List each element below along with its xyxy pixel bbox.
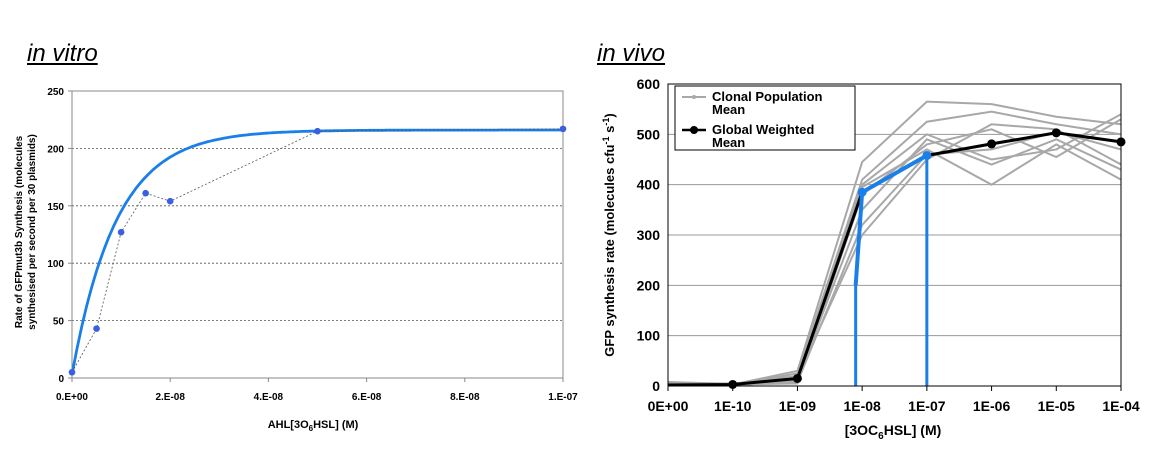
legend-clonal-marker [692,95,696,99]
in-vivo-title: in vivo [597,40,666,67]
right-y-tick-label: 400 [637,177,661,193]
in-vivo-chart: 0E+00 1E-10 1E-09 1E-08 1E-07 1E-06 1E-05 1E-04… [601,76,1140,442]
left-data-point [142,189,149,197]
right-y-tick-label: 100 [637,328,661,344]
right-y-tick-label: 0 [652,378,660,394]
left-y-tick-label: 100 [47,259,64,270]
left-x-axis-label: AHL[3O6HSL] (M) [268,419,359,433]
global-mean-series [667,128,1126,389]
left-y-tick-label: 0 [58,374,64,385]
in-vitro-title: in vitro [27,40,98,67]
global-mean-marker [987,139,997,149]
right-x-axis-label: [3OC6HSL] (M) [845,422,942,442]
legend-clonal-label-2: Mean [712,102,745,117]
left-y-tick-label: 250 [47,87,64,98]
clonal-line [667,123,1122,385]
left-data-connector [71,128,564,373]
right-x-tick-label: 1E-07 [908,398,946,414]
legend-clonal-label-1: Clonal Population [712,89,823,104]
legend-global-marker [690,126,698,134]
left-x-tick-label: 2.E-08 [155,392,185,403]
left-y-tick-label: 200 [47,144,64,155]
left-x-tick-label: 6.E-08 [352,392,382,403]
left-data-point [166,197,174,205]
right-x-tick-label: 1E-08 [843,398,881,414]
global-mean-marker [792,373,802,383]
right-plot-frame [667,83,1122,387]
right-x-tick-label: 1E-09 [779,398,817,414]
right-y-axis-label: GFP synthesis rate (molecules cfu-1 s-1) [601,113,617,356]
left-x-tick-labels: 0.E+00 2.E-08 4.E-08 6.E-08 8.E-08 1.E-07 [56,378,578,403]
left-y-axis-label-line1: Rate of GFPmut3b Synthesis (molecules [14,135,25,328]
left-x-tick-label: 8.E-08 [450,392,480,403]
threshold-lines [854,155,929,386]
left-plot-frame [71,90,564,379]
global-mean-marker [1051,128,1061,138]
right-y-tick-label: 300 [637,227,661,243]
left-series [68,125,567,376]
left-data-point [314,127,321,135]
left-fitted-curve [70,128,563,375]
right-x-tick-label: 1E-05 [1038,398,1076,414]
right-y-tick-label: 600 [637,76,661,92]
left-y-tick-labels: 0 50 100 150 200 250 [47,87,72,385]
left-data-point [68,368,76,376]
legend-global-label-1: Global Weighted [712,122,814,137]
left-y-tick-label: 50 [53,317,65,328]
right-y-tick-label: 500 [637,126,661,142]
clonal-line [667,143,1122,387]
left-x-tick-label: 4.E-08 [254,392,284,403]
right-y-tick-label: 200 [637,277,661,293]
in-vitro-chart: 0.E+00 2.E-08 4.E-08 6.E-08 8.E-08 1.E-07 0 50… [14,87,578,433]
left-gridlines [72,147,563,322]
right-x-tick-labels: 0E+00 1E-10 1E-09 1E-08 1E-07 1E-06 1E-05 1E-04 [648,386,1140,414]
left-data-point [117,228,125,236]
global-mean-marker [922,150,932,160]
clonal-line [667,110,1122,386]
right-x-tick-label: 1E-10 [714,398,752,414]
left-y-tick-label: 150 [47,202,64,213]
right-y-tick-labels: 0 100 200 300 400 500 600 [637,76,661,394]
global-mean-marker [728,379,738,389]
right-x-tick-label: 0E+00 [648,398,689,414]
left-y-axis-label-line2: synthesised per second per 30 plasmids) [27,134,38,330]
right-x-tick-label: 1E-04 [1102,398,1140,414]
global-mean-marker [857,187,867,197]
legend: Clonal Population Mean Global Weighted M… [674,85,856,151]
left-data-point [559,125,567,133]
left-x-tick-label: 1.E-07 [548,392,578,403]
legend-global-label-2: Mean [712,135,745,150]
left-x-tick-label: 0.E+00 [56,392,88,403]
left-data-point [93,325,100,332]
right-x-tick-label: 1E-06 [973,398,1011,414]
